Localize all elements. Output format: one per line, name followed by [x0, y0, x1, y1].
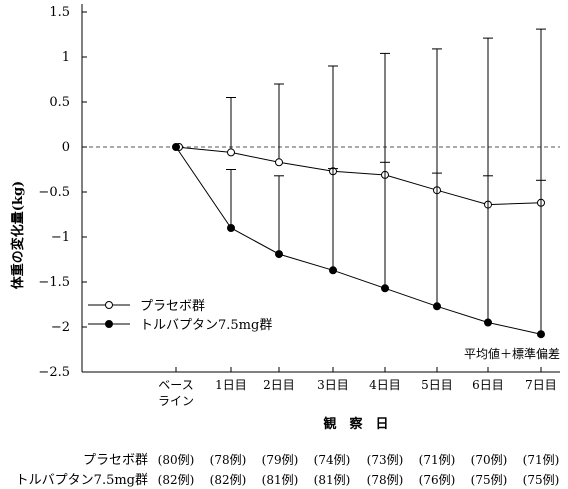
data-point	[172, 143, 180, 151]
n-table-cell: (75例)	[471, 473, 508, 487]
data-point	[381, 284, 389, 293]
y-tick-label: 0	[62, 140, 70, 155]
y-tick-label: −0.5	[38, 185, 70, 200]
n-table-cell: (80例)	[158, 453, 195, 467]
data-point	[537, 330, 545, 339]
y-axis-label: 体重の変化量(kg)	[10, 181, 26, 289]
n-table-cell: (75例)	[523, 473, 560, 487]
n-table-cell: (78例)	[367, 473, 404, 487]
data-point	[329, 266, 337, 275]
n-table-cell: (70例)	[471, 453, 508, 467]
n-table-row-label: トルバプタン7.5mg群	[16, 473, 148, 488]
n-table-cell: (71例)	[523, 453, 560, 467]
y-tick-label: −2.5	[38, 365, 70, 380]
data-point	[275, 158, 283, 167]
n-table-cell: (79例)	[262, 453, 299, 467]
legend-label: プラセボ群	[140, 299, 205, 314]
y-tick-label: 1.5	[49, 5, 70, 20]
annotation-text: 平均値＋標準偏差	[464, 346, 560, 361]
y-axis-ticks: 1.5 1 0.5 0 −0.5 −1 −1.5 −2 −2.5	[38, 5, 87, 380]
x-tick-label: 6日目	[472, 378, 504, 392]
n-table-cell: (76例)	[419, 473, 456, 487]
n-table-cell: (74例)	[314, 453, 351, 467]
x-tick-label: 7日目	[525, 378, 557, 392]
x-axis-label: 観 察 日	[322, 416, 388, 432]
y-tick-label: −1.5	[38, 275, 70, 290]
legend-label: トルバプタン7.5mg群	[140, 318, 272, 333]
n-table-cell: (81例)	[262, 473, 299, 487]
n-table-row-label: プラセボ群	[83, 453, 148, 468]
y-tick-label: 1	[62, 50, 70, 65]
n-table-cell: (81例)	[314, 473, 351, 487]
data-point	[484, 318, 492, 327]
axes	[81, 4, 560, 373]
x-tick-label: 1日目	[215, 378, 247, 392]
data-point	[433, 302, 441, 311]
x-tick-label: ベース	[158, 378, 193, 392]
series-line	[175, 146, 542, 206]
y-tick-label: −2	[51, 320, 70, 335]
n-table: プラセボ群 (80例) (78例) (79例) (74例) (73例) (71例) (70例)…	[16, 453, 560, 488]
x-tick-label: ライン	[158, 394, 194, 408]
n-table-cell: (78例)	[210, 453, 247, 467]
y-tick-label: 0.5	[49, 95, 70, 110]
y-tick-label: −1	[51, 230, 70, 245]
x-tick-label: 2日目	[263, 378, 295, 392]
x-tick-label: 5日目	[421, 378, 453, 392]
x-tick-label: 4日目	[369, 378, 401, 392]
series-group	[172, 28, 546, 339]
data-point	[275, 250, 283, 259]
n-table-cell: (73例)	[367, 453, 404, 467]
n-table-cell: (82例)	[210, 473, 247, 487]
n-table-cell: (82例)	[158, 473, 195, 487]
series-line	[175, 146, 542, 335]
legend-marker	[105, 320, 113, 328]
data-point	[227, 224, 235, 232]
legend-marker	[105, 301, 113, 309]
x-tick-label: 3日目	[317, 378, 349, 392]
series-tolvaptan	[172, 143, 546, 339]
data-point	[227, 148, 235, 157]
n-table-cell: (71例)	[419, 453, 456, 467]
